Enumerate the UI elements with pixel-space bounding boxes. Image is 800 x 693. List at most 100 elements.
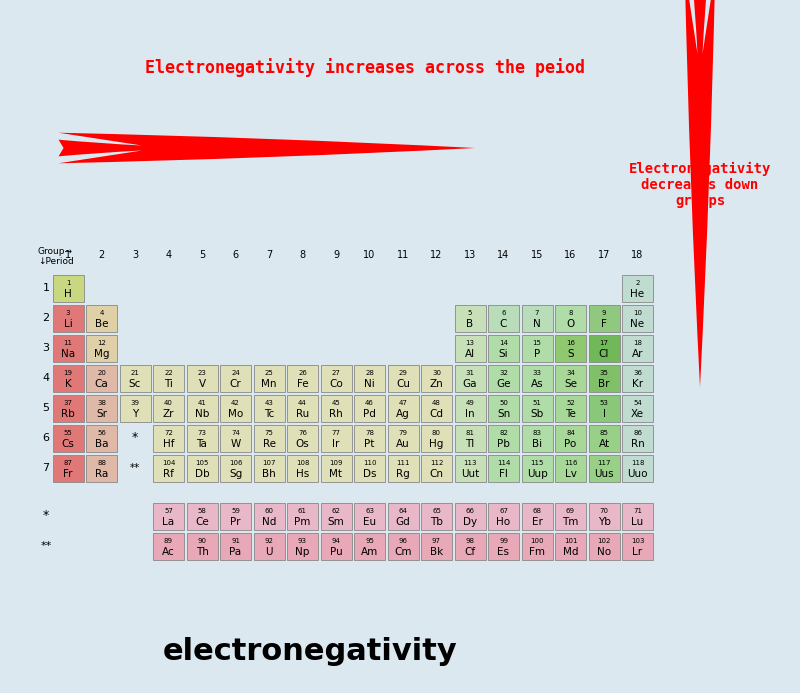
Text: 16: 16 [566, 340, 575, 346]
Text: B: B [466, 319, 474, 329]
Bar [488, 304, 519, 331]
Bar [86, 394, 117, 421]
Text: 58: 58 [198, 508, 206, 514]
Text: Ba: Ba [94, 439, 108, 449]
Text: *: * [132, 432, 138, 444]
Bar [622, 455, 653, 482]
Text: 42: 42 [231, 400, 240, 406]
Text: P: P [534, 349, 540, 359]
Text: Fr: Fr [63, 469, 73, 479]
Text: 106: 106 [229, 460, 242, 466]
Text: Cl: Cl [599, 349, 609, 359]
Text: 18: 18 [631, 250, 644, 260]
Bar [186, 394, 218, 421]
Text: Hf: Hf [162, 439, 174, 449]
Bar [555, 532, 586, 559]
Text: 87: 87 [63, 460, 73, 466]
Text: **: ** [130, 463, 140, 473]
Bar [220, 455, 251, 482]
Bar [53, 335, 83, 362]
Text: 83: 83 [533, 430, 542, 436]
Text: 62: 62 [331, 508, 341, 514]
Text: 5: 5 [42, 403, 50, 413]
Text: Mo: Mo [228, 409, 243, 419]
Text: *: * [43, 509, 49, 523]
Text: Bk: Bk [430, 547, 443, 557]
Text: 92: 92 [265, 538, 274, 544]
Bar [522, 532, 553, 559]
Bar [186, 425, 218, 452]
Text: 14: 14 [498, 250, 510, 260]
Text: Cn: Cn [430, 469, 443, 479]
Text: 104: 104 [162, 460, 175, 466]
Text: O: O [566, 319, 574, 329]
Text: 111: 111 [396, 460, 410, 466]
Text: Mt: Mt [330, 469, 342, 479]
Text: 76: 76 [298, 430, 307, 436]
Bar [186, 532, 218, 559]
Text: Cs: Cs [62, 439, 74, 449]
Text: No: No [597, 547, 611, 557]
Text: 80: 80 [432, 430, 441, 436]
Text: 5: 5 [199, 250, 205, 260]
Text: 29: 29 [398, 370, 407, 376]
Text: 107: 107 [262, 460, 276, 466]
Text: 46: 46 [365, 400, 374, 406]
Text: 73: 73 [198, 430, 206, 436]
Text: Zr: Zr [162, 409, 174, 419]
Bar [589, 394, 619, 421]
Bar [119, 394, 150, 421]
Text: C: C [500, 319, 507, 329]
Text: Ho: Ho [497, 517, 510, 527]
Text: 70: 70 [599, 508, 609, 514]
Bar [387, 502, 418, 529]
Text: 53: 53 [599, 400, 609, 406]
Bar [589, 502, 619, 529]
Text: 19: 19 [63, 370, 73, 376]
Text: 57: 57 [164, 508, 173, 514]
Text: 109: 109 [330, 460, 342, 466]
Bar [119, 365, 150, 392]
Text: Dy: Dy [463, 517, 477, 527]
Bar [53, 455, 83, 482]
Text: ↓Period: ↓Period [38, 258, 74, 267]
Text: 77: 77 [331, 430, 341, 436]
Bar [254, 532, 285, 559]
Text: He: He [630, 289, 645, 299]
Bar [186, 365, 218, 392]
Text: 38: 38 [97, 400, 106, 406]
Text: 93: 93 [298, 538, 307, 544]
Text: 20: 20 [97, 370, 106, 376]
Text: Electronegativity increases across the peiod: Electronegativity increases across the p… [145, 58, 585, 78]
Text: 89: 89 [164, 538, 173, 544]
Bar [454, 335, 486, 362]
Text: Electronegativity
decreases down
groups: Electronegativity decreases down groups [629, 161, 771, 209]
Text: Sn: Sn [497, 409, 510, 419]
Text: 81: 81 [466, 430, 474, 436]
Text: 7: 7 [266, 250, 272, 260]
Bar [522, 425, 553, 452]
Text: Sr: Sr [96, 409, 107, 419]
Text: Am: Am [361, 547, 378, 557]
Bar [454, 304, 486, 331]
Text: 114: 114 [497, 460, 510, 466]
Text: Ne: Ne [630, 319, 645, 329]
Text: 100: 100 [530, 538, 544, 544]
Text: W: W [230, 439, 241, 449]
Bar [421, 394, 452, 421]
Text: 82: 82 [499, 430, 508, 436]
Bar [53, 365, 83, 392]
Text: 68: 68 [533, 508, 542, 514]
Bar [153, 394, 184, 421]
Bar [555, 394, 586, 421]
Bar [220, 365, 251, 392]
Text: Db: Db [194, 469, 210, 479]
Text: Kr: Kr [632, 379, 643, 389]
Text: Po: Po [564, 439, 577, 449]
Text: 40: 40 [164, 400, 173, 406]
Bar [220, 532, 251, 559]
Bar [153, 365, 184, 392]
Bar [622, 532, 653, 559]
Text: Th: Th [195, 547, 209, 557]
Text: 105: 105 [195, 460, 209, 466]
